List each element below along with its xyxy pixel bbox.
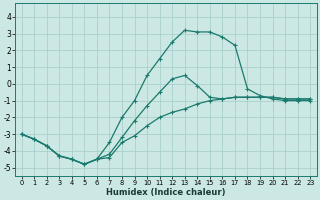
X-axis label: Humidex (Indice chaleur): Humidex (Indice chaleur) — [106, 188, 226, 197]
